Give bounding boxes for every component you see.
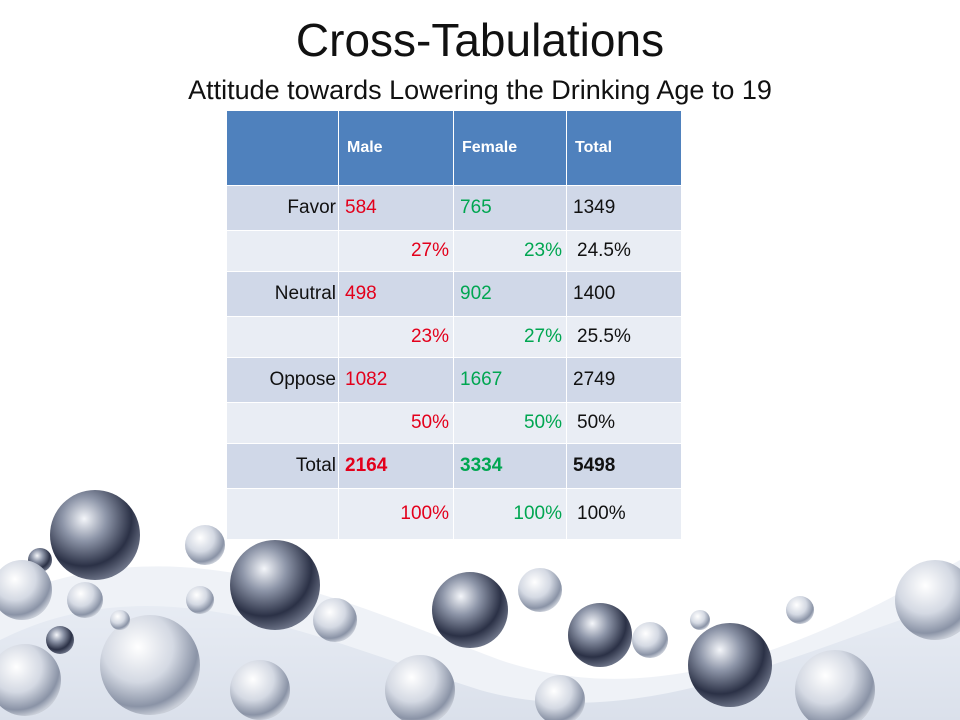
cell-female: 100%	[453, 488, 567, 540]
row-label	[226, 316, 339, 358]
cell-total: 2749	[566, 357, 682, 403]
row-label	[226, 488, 339, 540]
row-label: Neutral	[226, 271, 339, 317]
cross-tabulation-table: Male Female Total Favor 584 765 1349 27%…	[226, 110, 682, 540]
table-row-oppose-count: Oppose 1082 1667 2749	[226, 357, 682, 403]
table-header-row: Male Female Total	[226, 110, 682, 186]
cell-total: 50%	[566, 402, 682, 444]
cell-female: 50%	[453, 402, 567, 444]
cell-male: 50%	[338, 402, 454, 444]
cell-male: 584	[338, 185, 454, 231]
cell-male: 498	[338, 271, 454, 317]
row-label	[226, 230, 339, 272]
table-row-favor-count: Favor 584 765 1349	[226, 185, 682, 231]
cell-total: 100%	[566, 488, 682, 540]
cell-male: 2164	[338, 443, 454, 489]
header-total: Total	[566, 110, 682, 186]
cell-male: 1082	[338, 357, 454, 403]
cell-female: 765	[453, 185, 567, 231]
table-row-favor-percent: 27% 23% 24.5%	[226, 230, 682, 272]
row-label	[226, 402, 339, 444]
cell-female: 27%	[453, 316, 567, 358]
header-female: Female	[453, 110, 567, 186]
table-row-neutral-percent: 23% 27% 25.5%	[226, 316, 682, 358]
cell-female: 23%	[453, 230, 567, 272]
cell-female: 3334	[453, 443, 567, 489]
header-blank	[226, 110, 339, 186]
slide-subtitle: Attitude towards Lowering the Drinking A…	[188, 75, 772, 105]
slide-title: Cross-Tabulations	[295, 14, 665, 66]
cell-male: 27%	[338, 230, 454, 272]
table-row-total-count: Total 2164 3334 5498	[226, 443, 682, 489]
table-row-neutral-count: Neutral 498 902 1400	[226, 271, 682, 317]
row-label: Oppose	[226, 357, 339, 403]
table-row-total-percent: 100% 100% 100%	[226, 488, 682, 540]
cell-male: 100%	[338, 488, 454, 540]
table-row-oppose-percent: 50% 50% 50%	[226, 402, 682, 444]
row-label: Favor	[226, 185, 339, 231]
cell-total: 5498	[566, 443, 682, 489]
cell-female: 902	[453, 271, 567, 317]
cell-male: 23%	[338, 316, 454, 358]
cell-total: 24.5%	[566, 230, 682, 272]
cell-total: 25.5%	[566, 316, 682, 358]
cell-total: 1349	[566, 185, 682, 231]
cell-total: 1400	[566, 271, 682, 317]
row-label: Total	[226, 443, 339, 489]
header-male: Male	[338, 110, 454, 186]
cell-female: 1667	[453, 357, 567, 403]
